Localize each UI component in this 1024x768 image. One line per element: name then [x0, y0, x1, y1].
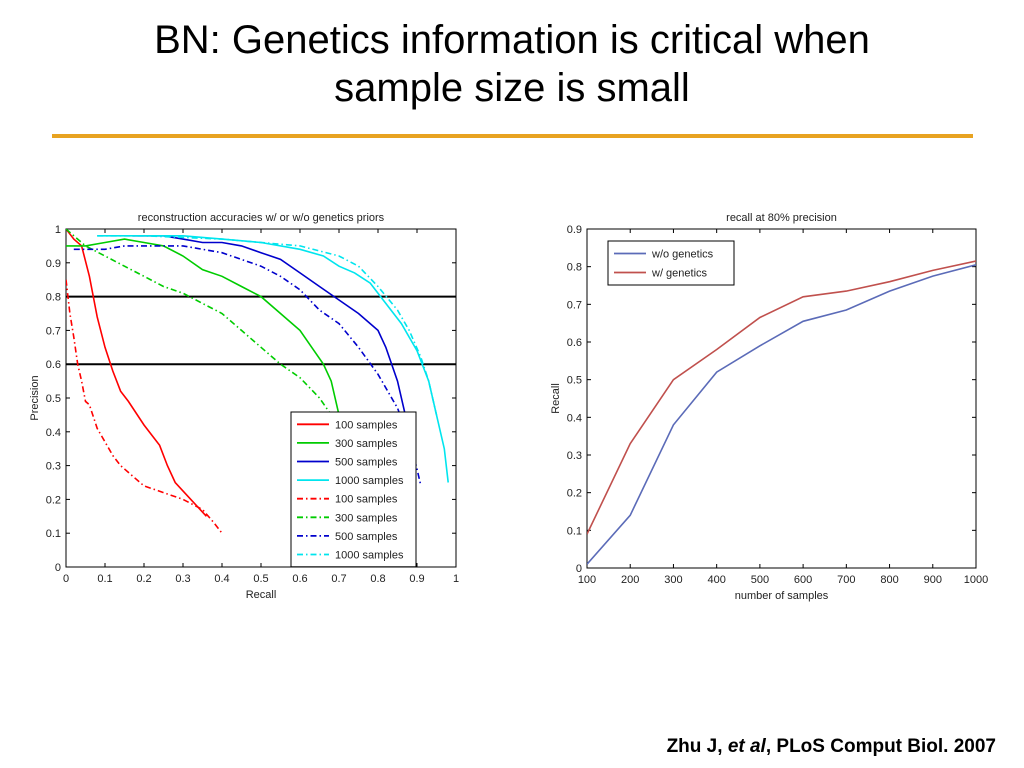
rs-series-line [587, 264, 976, 565]
rs-x-tick-label: 900 [924, 574, 942, 586]
slide-title: BN: Genetics information is critical whe… [40, 16, 984, 112]
rs-y-tick-label: 0.7 [567, 299, 582, 311]
citation-etal: et al [727, 736, 766, 757]
pr-y-tick-label: 1 [55, 224, 61, 236]
rs-title: recall at 80% precision [726, 212, 837, 224]
pr-x-tick-label: 0 [63, 573, 69, 585]
rs-y-axis-label: Recall [550, 383, 562, 414]
rs-x-tick-label: 200 [621, 574, 639, 586]
pr-y-tick-label: 0.2 [46, 494, 61, 506]
pr-x-tick-label: 0.2 [136, 573, 151, 585]
pr-title: reconstruction accuracies w/ or w/o gene… [138, 212, 385, 224]
rs-legend-label: w/ genetics [651, 268, 708, 280]
rs-x-axis-label: number of samples [735, 590, 829, 602]
rs-legend-box [607, 240, 735, 286]
pr-y-tick-label: 0.5 [46, 393, 61, 405]
rs-x-tick-label: 400 [707, 574, 725, 586]
rs-x-tick-label: 600 [794, 574, 812, 586]
pr-series-line [97, 234, 438, 416]
rs-y-tick-label: 0.5 [567, 375, 582, 387]
recall-vs-samples-chart-svg: recall at 80% precision 100 200 300 400 500 60… [550, 212, 988, 602]
pr-legend-label: 1000 samples [335, 550, 404, 562]
pr-y-tick-label: 0.7 [46, 325, 61, 337]
rs-y-tick-label: 0.6 [567, 337, 582, 349]
citation-author: Zhu J, [666, 736, 728, 757]
citation-journal: , PLoS Comput Biol. 2007 [765, 736, 996, 757]
pr-y-tick-label: 0.9 [46, 258, 61, 270]
pr-y-tick-label: 0.1 [46, 528, 61, 540]
pr-legend-box [290, 411, 417, 568]
pr-legend-label: 300 samples [335, 438, 398, 450]
rs-y-tick-label: 0.9 [567, 224, 582, 236]
pr-series-line [132, 234, 407, 416]
rs-x-tick-label: 300 [664, 574, 682, 586]
rs-x-tick-label: 1000 [964, 574, 988, 586]
rs-y-tick-label: 0 [576, 563, 582, 575]
pr-legend-label: 500 samples [335, 457, 398, 469]
pr-x-tick-label: 0.6 [292, 573, 307, 585]
pr-series-line [66, 229, 207, 517]
precision-recall-chart-svg: reconstruction accuracies w/ or w/o gene… [29, 212, 459, 601]
rs-y-tick-label: 0.3 [567, 450, 582, 462]
recall-vs-samples-chart: recall at 80% precision 100 200 300 400 500 60… [540, 200, 1000, 610]
pr-x-tick-label: 0.1 [97, 573, 112, 585]
slide-title-line-2: sample size is small [334, 66, 690, 110]
pr-legend-label: 1000 samples [335, 475, 404, 487]
rs-x-tick-label: 700 [837, 574, 855, 586]
rs-y-tick-label: 0.2 [567, 488, 582, 500]
rs-y-tick-label: 0.4 [567, 412, 582, 424]
pr-y-tick-label: 0.6 [46, 359, 61, 371]
pr-legend-label: 300 samples [335, 512, 398, 524]
rs-x-tick-label: 800 [880, 574, 898, 586]
pr-x-tick-label: 0.7 [331, 573, 346, 585]
pr-y-tick-label: 0 [55, 562, 61, 574]
rs-x-tick-label: 100 [578, 574, 596, 586]
pr-y-tick-label: 0.4 [46, 427, 61, 439]
pr-legend-label: 100 samples [335, 494, 398, 506]
rs-x-tick-label: 500 [751, 574, 769, 586]
pr-y-tick-label: 0.8 [46, 292, 61, 304]
pr-x-axis-label: Recall [246, 589, 277, 601]
pr-y-tick-label: 0.3 [46, 461, 61, 473]
pr-x-tick-label: 0.9 [409, 573, 424, 585]
rs-y-tick-label: 0.1 [567, 525, 582, 537]
pr-series-line [66, 238, 340, 416]
pr-y-axis-label: Precision [29, 375, 41, 420]
pr-x-tick-label: 0.5 [253, 573, 268, 585]
pr-x-tick-label: 0.8 [370, 573, 385, 585]
rs-y-tick-label: 0.8 [567, 262, 582, 274]
title-rule [52, 134, 973, 138]
citation: Zhu J, et al, PLoS Comput Biol. 2007 [667, 736, 996, 758]
slide-title-line-1: BN: Genetics information is critical whe… [154, 18, 870, 62]
rs-series-line [587, 260, 976, 535]
pr-legend-label: 100 samples [335, 419, 398, 431]
pr-x-tick-label: 0.4 [214, 573, 229, 585]
pr-legend-label: 500 samples [335, 531, 398, 543]
pr-series-line [66, 279, 223, 534]
rs-legend-label: w/o genetics [651, 249, 714, 261]
precision-recall-chart: reconstruction accuracies w/ or w/o gene… [22, 200, 470, 610]
pr-series-line [66, 229, 340, 426]
pr-x-tick-label: 0.3 [175, 573, 190, 585]
pr-x-tick-label: 1 [453, 573, 459, 585]
